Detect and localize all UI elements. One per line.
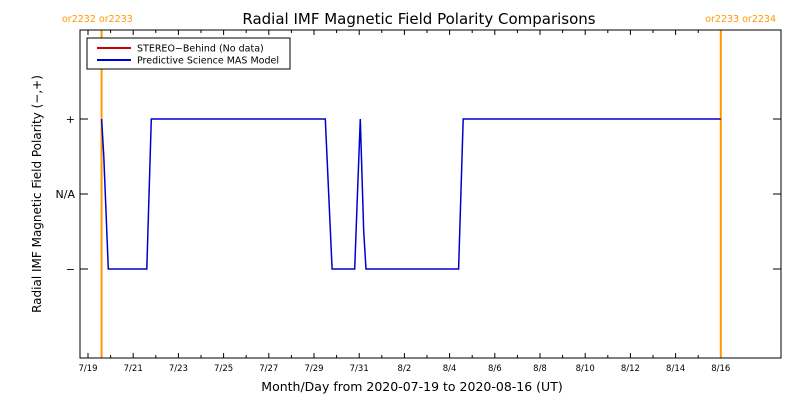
x-tick-label: 7/23 (169, 364, 188, 374)
x-tick-label: 8/10 (576, 364, 595, 374)
x-tick-label: 7/31 (350, 364, 369, 374)
x-tick-label: 8/6 (488, 364, 502, 374)
x-tick-label: 7/19 (78, 364, 97, 374)
y-axis-label: Radial IMF Magnetic Field Polarity (−,+) (30, 75, 44, 313)
series-line (100, 118, 721, 270)
y-tick-label: − (66, 263, 75, 276)
x-tick-label: 8/14 (666, 364, 685, 374)
x-tick-label: 8/16 (711, 364, 730, 374)
legend-box (86, 37, 291, 70)
carrington-marker-label: or2232 or2233 (62, 14, 133, 25)
legend-label-stereo-behind: STEREO−Behind (No data) (137, 44, 264, 55)
legend: STEREO−Behind (No data) Predictive Scien… (86, 37, 291, 70)
y-tick-label: N/A (56, 188, 76, 201)
x-tick-label: 7/25 (214, 364, 233, 374)
x-tick-label: 7/29 (304, 364, 323, 374)
x-tick-label: 7/27 (259, 364, 278, 374)
y-tick-label: + (66, 113, 75, 126)
carrington-marker-label: or2233 or2234 (705, 14, 776, 25)
x-axis-label: Month/Day from 2020-07-19 to 2020-08-16 … (261, 379, 562, 394)
x-tick-label: 7/21 (124, 364, 143, 374)
chart-title: Radial IMF Magnetic Field Polarity Compa… (242, 10, 595, 28)
x-tick-label: 8/12 (621, 364, 640, 374)
x-tick-label: 8/8 (533, 364, 547, 374)
x-tick-label: 8/4 (443, 364, 457, 374)
plot-frame (79, 29, 782, 359)
x-tick-label: 8/2 (398, 364, 412, 374)
legend-label-mas-model: Predictive Science MAS Model (137, 56, 279, 67)
